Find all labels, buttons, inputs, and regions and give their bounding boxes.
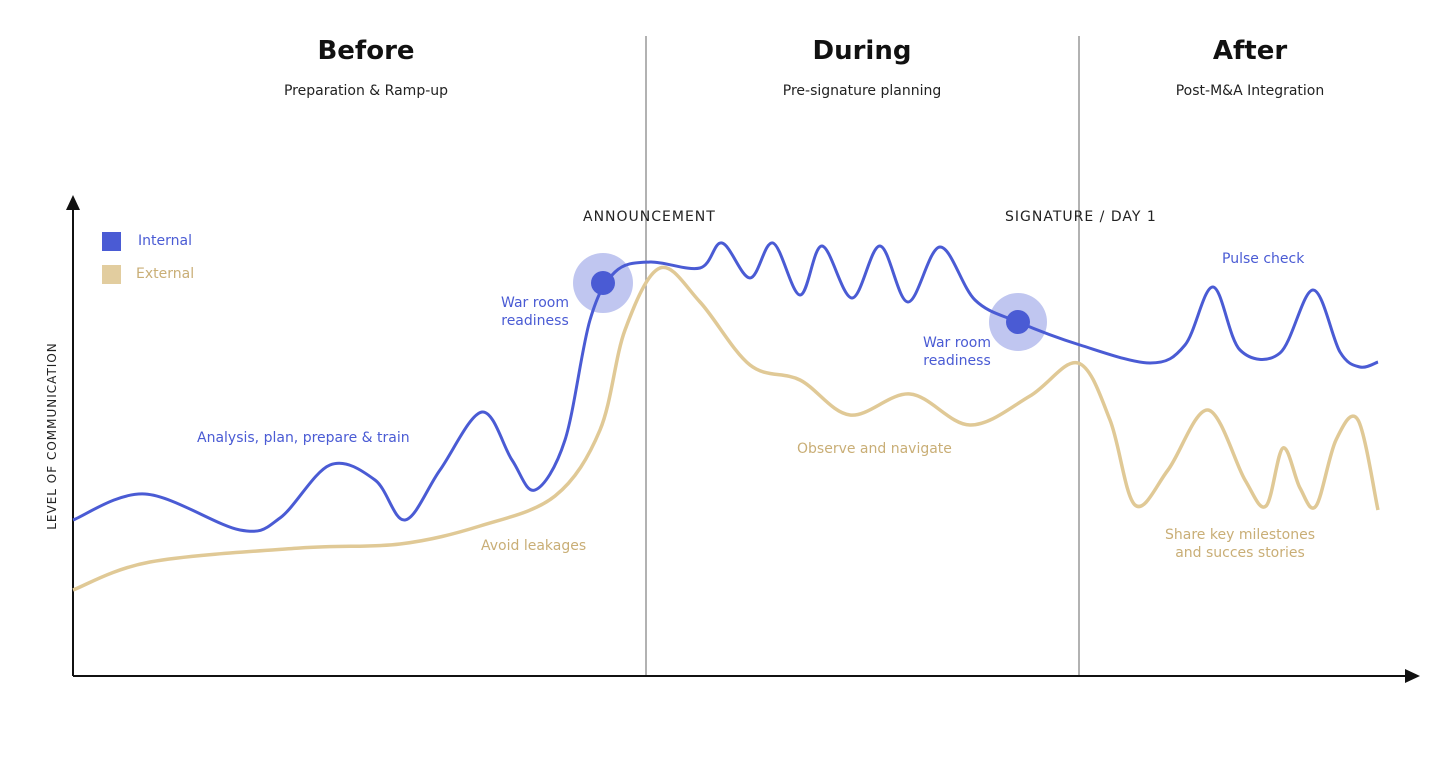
- internal-label: Pulse check: [1222, 251, 1305, 267]
- legend-swatch: [102, 232, 121, 251]
- external-curve: [72, 265, 1380, 592]
- phase-title: During: [812, 36, 912, 66]
- external-label: Share key milestones and succes stories: [1165, 527, 1315, 561]
- legend-label: Internal: [138, 233, 192, 249]
- y-axis-label: LEVEL OF COMMUNICATION: [45, 342, 59, 530]
- phase-title: Before: [317, 36, 415, 66]
- phase-subtitle: Post-M&A Integration: [1175, 83, 1325, 99]
- internal-curve: [72, 241, 1379, 533]
- internal-label: Analysis, plan, prepare & train: [197, 430, 410, 446]
- legend-label: External: [136, 266, 195, 282]
- milestone-dot: [1006, 310, 1030, 334]
- external-label: Observe and navigate: [797, 441, 952, 457]
- legend-swatch: [102, 265, 121, 284]
- external-label: Avoid leakages: [481, 538, 587, 554]
- milestone-dot: [591, 271, 615, 295]
- milestone-label: SIGNATURE / DAY 1: [1005, 209, 1157, 225]
- phase-subtitle: Preparation & Ramp-up: [283, 83, 449, 99]
- internal-label: War room readiness: [501, 295, 569, 329]
- internal-label: War room readiness: [923, 335, 991, 369]
- milestone-label: ANNOUNCEMENT: [583, 209, 716, 225]
- phase-subtitle: Pre-signature planning: [782, 83, 942, 99]
- x-axis-arrow: [1405, 669, 1420, 683]
- phase-title: After: [1212, 36, 1288, 66]
- y-axis-arrow: [66, 195, 80, 210]
